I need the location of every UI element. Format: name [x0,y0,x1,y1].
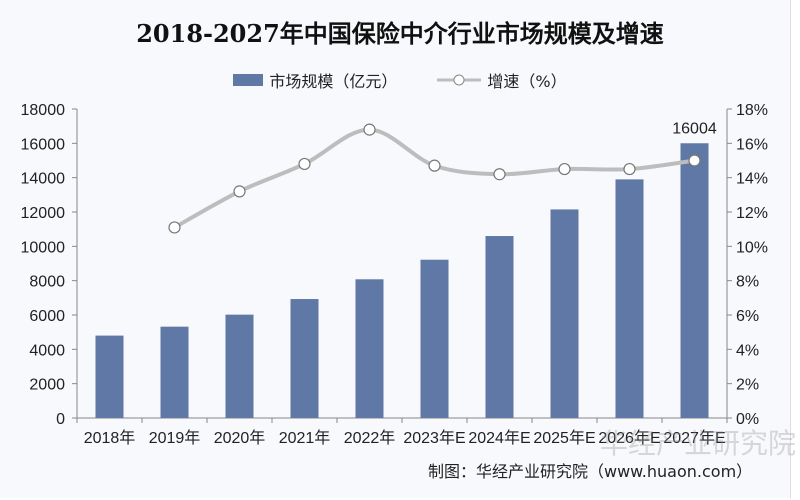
left-tick-label: 18000 [21,102,66,119]
x-tick-label: 2021年 [279,429,331,447]
bar [550,209,579,418]
left-tick-label: 6000 [29,308,65,325]
legend-item-line: 增速（%） [437,68,567,92]
legend: 市场规模（亿元） 增速（%） [0,68,800,92]
bar [680,143,709,419]
growth-point [233,185,246,198]
right-tick-label: 18% [736,102,768,119]
bar [160,326,189,418]
right-tick-label: 4% [736,342,759,359]
source-note: 制图：华经产业研究院（www.huaon.com） [428,462,753,481]
growth-point [168,221,181,234]
growth-point [298,157,311,171]
left-tick-label: 0 [56,411,65,428]
x-tick-label: 2024年E [468,429,530,447]
left-tick-label: 8000 [29,274,65,291]
x-tick-label: 2025年E [533,429,595,447]
left-tick-label: 14000 [21,171,66,188]
x-tick-label: 2018年 [84,429,136,447]
legend-item-bar: 市场规模（亿元） [233,68,397,92]
growth-point [558,162,571,176]
bar [290,299,319,418]
watermark: 华经产业研究院 [600,427,797,460]
left-tick-label: 4000 [29,342,65,359]
x-tick-label: 2019年 [149,429,201,447]
growth-point [688,154,701,167]
x-tick-label: 2027年E [663,429,725,447]
bar [225,314,254,418]
legend-bar-label: 市场规模（亿元） [269,72,398,91]
bar [95,335,124,418]
left-tick-label: 10000 [21,239,66,256]
data-label: 16004 [672,120,717,137]
x-tick-label: 2020年 [214,429,266,447]
legend-line-swatch [437,74,482,86]
right-tick-label: 10% [736,239,768,256]
legend-bar-swatch [233,74,264,86]
bar [485,236,514,418]
growth-point [623,162,636,176]
x-tick-label: 2022年 [344,429,396,447]
chart-title: 2018-2027年中国保险中介行业市场规模及增速 [136,19,664,48]
growth-point [428,159,441,172]
right-tick-label: 2% [736,377,759,394]
left-tick-label: 16000 [21,136,66,153]
left-tick-label: 2000 [29,377,65,394]
bar [615,179,644,418]
right-tick-label: 6% [736,308,759,325]
left-tick-label: 12000 [21,205,66,222]
right-tick-label: 12% [736,205,768,222]
growth-point [493,168,506,181]
legend-line-label: 增速（%） [487,72,567,91]
right-tick-label: 8% [736,274,759,291]
right-tick-label: 0% [736,411,759,428]
bar [355,279,384,418]
right-tick-label: 16% [736,136,768,153]
x-tick-label: 2023年E [403,429,465,447]
right-tick-label: 14% [736,171,768,188]
x-tick-label: 2026年E [598,429,660,447]
growth-point [363,123,376,136]
bar [420,259,449,418]
